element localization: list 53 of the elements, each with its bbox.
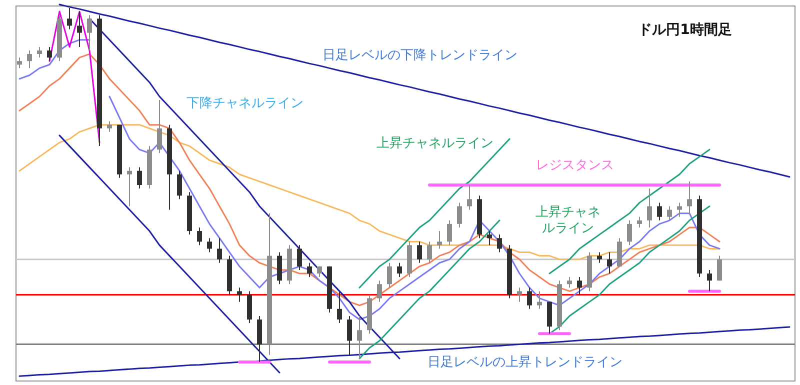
candlestick	[337, 290, 342, 324]
candlestick	[677, 202, 682, 218]
candlestick	[577, 276, 582, 296]
text: ドル円1時間足	[638, 22, 732, 38]
candlestick	[437, 230, 442, 250]
candlestick	[217, 238, 222, 264]
annotation: 日足レベルの上昇トレンドライン	[428, 355, 622, 370]
candlestick	[667, 206, 672, 221]
annotation: 日足レベルの下降トレンドライン	[322, 48, 518, 63]
candlestick	[237, 287, 242, 302]
candlestick	[47, 46, 52, 62]
candlestick	[137, 166, 142, 190]
candlestick	[397, 262, 402, 278]
candlestick	[457, 202, 462, 228]
candlestick	[67, 8, 72, 30]
candlestick	[77, 11, 82, 48]
candlestick	[707, 269, 712, 292]
candlestick	[627, 220, 632, 246]
candlestick	[487, 230, 492, 246]
candlestick	[197, 226, 202, 246]
candlestick	[207, 238, 212, 253]
candlestick	[527, 287, 532, 310]
candlestick	[177, 170, 182, 200]
candlestick	[597, 252, 602, 264]
candlestick	[377, 280, 382, 302]
candlestick	[347, 315, 352, 356]
candlestick	[447, 220, 452, 246]
candlestick	[497, 234, 502, 253]
candlestick	[387, 262, 392, 288]
annotation: レジスタンス	[536, 158, 614, 173]
candlestick	[87, 14, 92, 51]
annotation: 上昇チャネルライン	[536, 205, 600, 236]
candlestick	[427, 241, 432, 264]
annotation: 下降チャネルライン	[186, 96, 304, 111]
candlestick	[37, 46, 42, 58]
candlestick	[647, 188, 652, 228]
candlestick	[417, 241, 422, 264]
candlestick	[717, 255, 722, 282]
candlestick	[127, 166, 132, 207]
candlestick	[567, 276, 572, 288]
candlestick	[297, 244, 302, 270]
candlestick	[467, 184, 472, 210]
candlestick	[107, 120, 112, 132]
candlestick	[607, 252, 612, 274]
candlestick	[637, 216, 642, 228]
annotation: 上昇チャネルライン	[376, 136, 494, 151]
candlestick	[657, 202, 662, 221]
candlestick	[687, 180, 692, 214]
candlestick	[537, 290, 542, 310]
candlestick	[157, 100, 162, 154]
candlestick	[517, 287, 522, 302]
candlestick	[307, 262, 312, 278]
candlestick	[27, 50, 32, 69]
